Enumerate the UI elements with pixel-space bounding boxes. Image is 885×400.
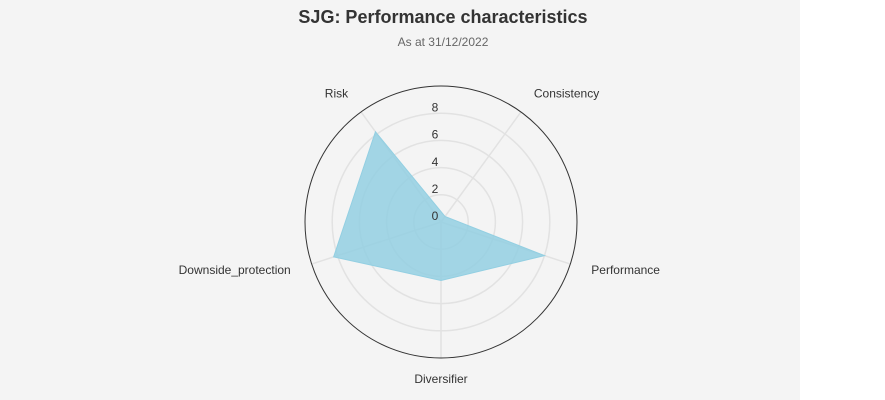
category-label: Consistency bbox=[534, 86, 599, 100]
axis-spoke bbox=[440, 111, 522, 223]
category-label: Diversifier bbox=[414, 372, 467, 386]
category-label: Risk bbox=[325, 86, 349, 100]
r-tick-label: 6 bbox=[432, 128, 439, 142]
chart-title: SJG: Performance characteristics bbox=[298, 7, 587, 27]
outer-ring bbox=[304, 85, 578, 359]
chart-subtitle: As at 31/12/2022 bbox=[398, 35, 489, 49]
r-tick-label: 2 bbox=[432, 182, 439, 196]
category-label: Performance bbox=[591, 263, 660, 277]
r-tick-label: 4 bbox=[432, 155, 439, 169]
r-tick-label: 8 bbox=[432, 100, 439, 114]
category-label: Downside_protection bbox=[179, 263, 291, 277]
r-tick-label: 0 bbox=[432, 209, 439, 223]
radar-area bbox=[332, 130, 547, 281]
